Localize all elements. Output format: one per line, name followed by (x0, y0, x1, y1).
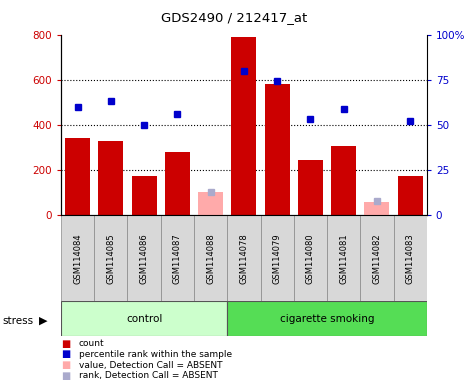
Text: GSM114086: GSM114086 (140, 233, 149, 284)
Bar (165, 152, 190, 215)
Bar (393, 215, 427, 301)
Text: ■: ■ (61, 371, 70, 381)
Text: GSM114087: GSM114087 (173, 233, 182, 284)
Bar (364, 202, 389, 215)
Text: value, Detection Call = ABSENT: value, Detection Call = ABSENT (79, 361, 222, 370)
Text: GDS2490 / 212417_at: GDS2490 / 212417_at (161, 12, 308, 25)
Bar (260, 215, 294, 301)
Text: GSM114088: GSM114088 (206, 233, 215, 284)
Text: GSM114082: GSM114082 (372, 233, 381, 283)
Bar (128, 215, 161, 301)
Bar (65, 138, 90, 215)
Bar (227, 301, 427, 336)
Text: ■: ■ (61, 349, 70, 359)
Text: count: count (79, 339, 105, 348)
Text: rank, Detection Call = ABSENT: rank, Detection Call = ABSENT (79, 371, 218, 381)
Bar (231, 37, 257, 215)
Text: ■: ■ (61, 339, 70, 349)
Text: GSM114081: GSM114081 (339, 233, 348, 283)
Bar (265, 84, 289, 215)
Text: GSM114084: GSM114084 (73, 233, 82, 283)
Text: stress: stress (2, 316, 33, 326)
Bar (331, 146, 356, 215)
Bar (198, 213, 223, 215)
Bar (327, 215, 360, 301)
Bar (198, 192, 223, 215)
Text: GSM114080: GSM114080 (306, 233, 315, 283)
Text: control: control (126, 314, 162, 324)
Bar (227, 215, 260, 301)
Bar (61, 215, 94, 301)
Text: ■: ■ (61, 360, 70, 370)
Text: GSM114083: GSM114083 (406, 233, 415, 284)
Text: cigarette smoking: cigarette smoking (280, 314, 374, 324)
Text: percentile rank within the sample: percentile rank within the sample (79, 350, 232, 359)
Bar (360, 215, 393, 301)
Bar (294, 215, 327, 301)
Bar (161, 215, 194, 301)
Bar (94, 215, 128, 301)
Bar (298, 160, 323, 215)
Bar (132, 175, 157, 215)
Text: GSM114079: GSM114079 (272, 233, 282, 283)
Bar (398, 175, 423, 215)
Bar (61, 301, 227, 336)
Bar (364, 214, 389, 215)
Bar (194, 215, 227, 301)
Text: GSM114085: GSM114085 (106, 233, 115, 283)
Text: ▶: ▶ (39, 316, 47, 326)
Bar (98, 141, 123, 215)
Text: GSM114078: GSM114078 (239, 233, 249, 284)
